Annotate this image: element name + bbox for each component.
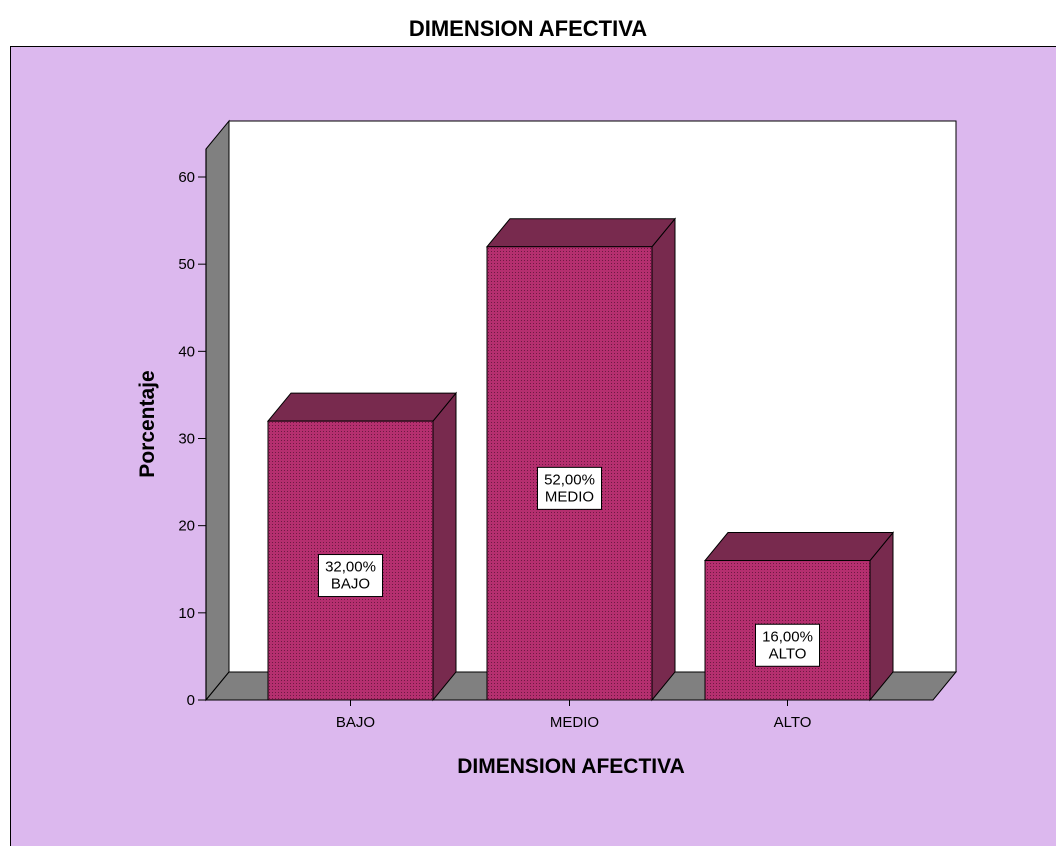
y-tick-label: 30 [178,431,195,448]
data-label-box [318,554,383,598]
bar-side [432,391,457,702]
left-wall [205,119,230,702]
y-tick-label: 10 [178,605,195,622]
x-tick-label: MEDIO [550,714,599,731]
bar-side [651,217,676,702]
bar-side [869,531,894,702]
bar-top [266,392,458,422]
y-tick-label: 40 [178,343,195,360]
data-label-text: MEDIO [545,488,594,505]
y-tick-label: 50 [178,256,195,273]
data-label-box [537,466,602,510]
bar-top [703,532,895,562]
chart-frame: 0 10 20 30 40 50 60 BAJO MEDIO ALTO 32,00% BAJO 52,… [10,46,1056,846]
bar-bajo [266,391,458,702]
x-tick-label: BAJO [336,714,375,731]
x-tick-label: ALTO [774,714,812,731]
y-tick-label: 0 [187,692,195,709]
x-axis-title: DIMENSION AFECTIVA [457,755,685,778]
chart-title: DIMENSION AFECTIVA [408,16,648,41]
data-label-medio: 52,00%MEDIO [537,466,602,510]
data-label-bajo: 32,00%BAJO [318,554,383,598]
bar-medio [485,217,677,702]
data-label-box [755,623,820,667]
data-label-text: 32,00% [325,559,376,576]
bar-top [485,218,677,248]
data-label-text: 16,00% [762,628,813,645]
data-label-text: BAJO [331,576,370,593]
data-label-alto: 16,00%ALTO [755,623,820,667]
y-axis-title: Porcentaje [136,370,159,477]
y-tick-label: 60 [178,169,195,186]
y-tick-label: 20 [178,518,195,535]
bar-alto [703,531,895,702]
data-label-text: ALTO [769,645,807,662]
data-label-text: 52,00% [544,471,595,488]
